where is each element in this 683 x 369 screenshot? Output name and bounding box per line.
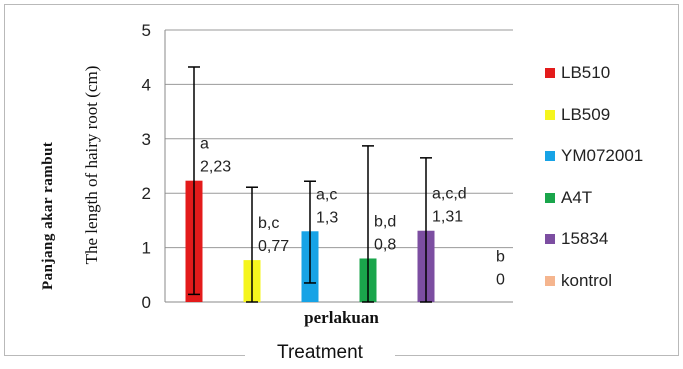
value-label: 1,31: [432, 209, 463, 226]
x-axis-title-area: Treatment: [0, 342, 683, 368]
significance-label: a,c,d: [432, 186, 467, 203]
legend-swatch: [545, 234, 555, 244]
y-axis-label: The length of hairy root (cm): [82, 65, 101, 265]
value-label: 0,8: [374, 236, 396, 253]
significance-label: a: [200, 136, 209, 153]
legend-item: LB510: [545, 62, 610, 84]
x-axis-title: Treatment: [245, 342, 395, 364]
value-label: 2,23: [200, 159, 231, 176]
x-axis-sublabel: perlakuan: [304, 308, 379, 327]
y-tick-label: 4: [142, 75, 151, 94]
significance-label: b,d: [374, 213, 396, 230]
value-label: 0,77: [258, 238, 289, 255]
legend-label: kontrol: [561, 270, 613, 290]
significance-label: b,c: [258, 215, 279, 232]
y-axis-label-overprint: Panjang akar rambut: [40, 141, 56, 290]
y-tick-label: 2: [142, 184, 151, 203]
legend-item: YM072001: [545, 145, 643, 167]
legend-item: LB509: [545, 104, 610, 126]
value-label: 0: [496, 271, 505, 288]
legend-label: 15834: [561, 229, 609, 248]
legend-label: LB510: [561, 63, 611, 82]
y-tick-label: 3: [142, 130, 151, 149]
legend-item: kontrol: [545, 270, 612, 292]
value-label: 1,3: [316, 209, 338, 226]
y-tick-label: 1: [142, 239, 151, 258]
significance-label: a,c: [316, 186, 337, 203]
legend-swatch: [545, 109, 555, 120]
legend-label: LB509: [561, 104, 611, 124]
y-tick-label: 0: [142, 293, 151, 312]
legend-swatch: [545, 151, 555, 161]
legend-item: A4T: [545, 187, 592, 209]
legend-swatch: [545, 68, 555, 78]
legend-label: YM072001: [561, 146, 644, 165]
legend-swatch: [545, 275, 555, 286]
legend-label: A4T: [561, 187, 593, 207]
legend-swatch: [545, 192, 555, 203]
legend-item: 15834: [545, 228, 608, 250]
significance-label: b: [496, 248, 505, 265]
y-tick-label: 5: [142, 21, 151, 40]
